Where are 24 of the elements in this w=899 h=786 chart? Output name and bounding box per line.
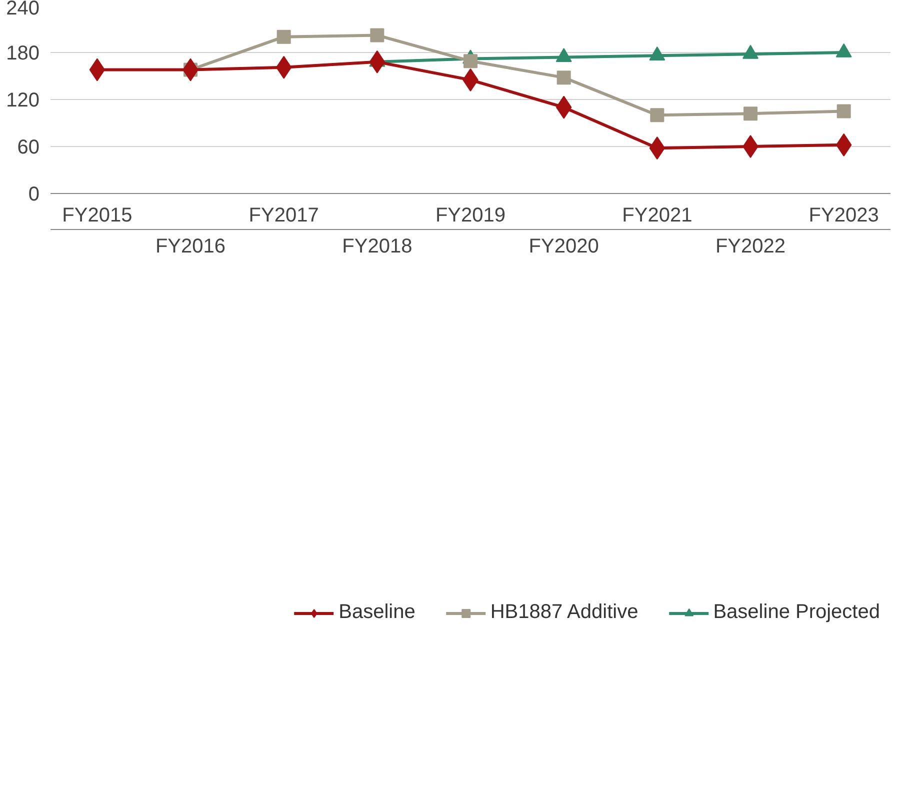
point (276, 30, 291, 44)
legend-label: Baseline Projected (713, 601, 880, 624)
x-tick-label: FY2016 (155, 236, 226, 258)
y-tick-label: 180 (6, 42, 40, 64)
point (650, 108, 664, 122)
x-tick-label: FY2023 (808, 204, 879, 226)
x-tick-label: FY2022 (715, 236, 786, 258)
y-tick-label: 60 (17, 136, 40, 158)
y-tick-label: 120 (6, 90, 40, 112)
x-tick-label: FY2018 (342, 236, 412, 258)
point (370, 28, 384, 42)
y-tick-label: 0 (28, 184, 40, 206)
point (556, 70, 571, 85)
point (836, 104, 851, 118)
x-tick-label: FY2017 (248, 204, 319, 226)
x-tick-label: FY2019 (435, 204, 506, 226)
x-tick-label: FY2015 (62, 204, 132, 226)
legend-label: HB1887 Additive (490, 601, 638, 624)
x-tick-label: FY2021 (622, 204, 692, 226)
legend-label: Baseline (338, 601, 416, 624)
point (744, 106, 758, 121)
x-tick-label: FY2020 (528, 236, 599, 258)
y-tick-label: 240 (6, 0, 40, 20)
point (464, 54, 478, 68)
